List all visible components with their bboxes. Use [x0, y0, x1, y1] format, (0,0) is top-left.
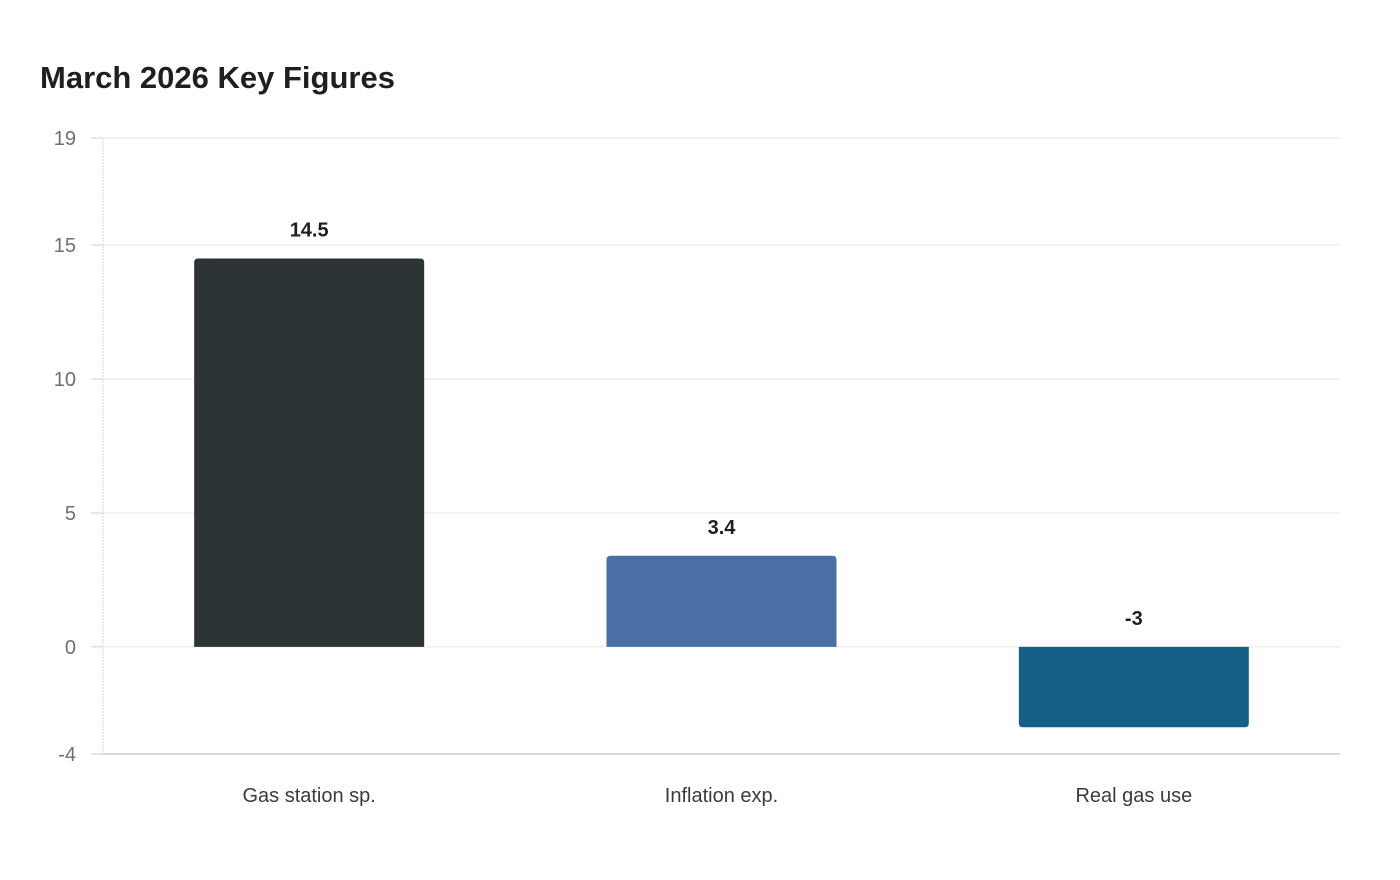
bars — [194, 258, 1249, 728]
bar-3 — [1018, 646, 1249, 728]
y-tick-label: 19 — [54, 128, 76, 150]
data-label: -3 — [1125, 608, 1143, 630]
x-tick-label: Real gas use — [1075, 785, 1192, 807]
bar-2 — [606, 555, 837, 647]
y-tick-label: 15 — [54, 235, 76, 257]
x-tick-label: Inflation exp. — [665, 785, 778, 807]
x-tick-label: Gas station sp. — [242, 785, 375, 807]
y-tick-label: 0 — [65, 637, 76, 659]
data-label: 14.5 — [290, 220, 329, 242]
y-tick-label: -4 — [58, 744, 76, 766]
bar-1 — [194, 258, 425, 647]
y-tick-label: 10 — [54, 369, 76, 391]
chart-title: March 2026 Key Figures — [40, 60, 395, 95]
labels: -4 0 5 10 15 19 14.5 Gas station sp. 3.4 Inflatio… — [54, 128, 1192, 807]
data-label: 3.4 — [708, 517, 737, 539]
axes — [91, 137, 1340, 755]
y-tick-label: 5 — [65, 503, 76, 525]
